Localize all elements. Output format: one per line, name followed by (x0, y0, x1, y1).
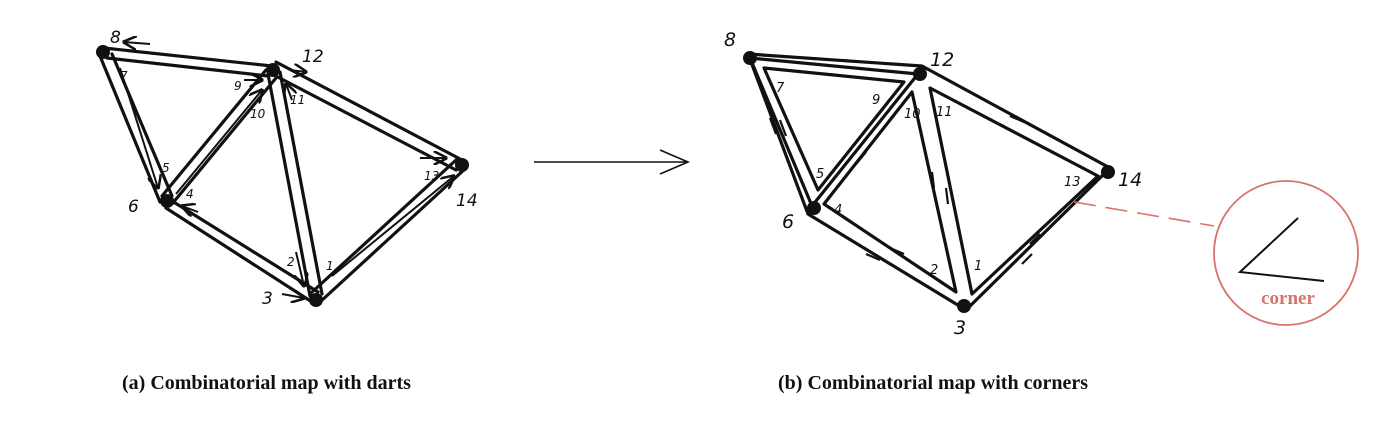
vertex-12 (266, 63, 280, 77)
tick-10-2 (930, 171, 936, 189)
vertex-8 (96, 45, 110, 59)
tick-11-1 (944, 187, 950, 205)
tick-3-14-b (1021, 253, 1033, 265)
tick-8-6-a (768, 117, 778, 135)
vertex-3 (957, 299, 971, 313)
vertex-6 (160, 194, 174, 208)
dart-arrow-7 (119, 67, 158, 188)
vertex-14 (455, 158, 469, 172)
panel-a-dart-labels: 1 2 4 5 7 9 10 11 13 (120, 69, 439, 273)
corner-label-9: 9 (872, 93, 880, 108)
dart-arrow-1 (331, 176, 454, 277)
tick-5-9 (863, 121, 873, 133)
edge-8-6-b (110, 52, 174, 198)
vertex-label-3: 3 (954, 317, 966, 339)
dart-label-4: 4 (186, 187, 194, 201)
edge-6-3-b (164, 206, 314, 304)
corner-label-2: 2 (930, 263, 938, 278)
caption-panel-a: (a) Combinatorial map with darts (122, 372, 411, 394)
vertex-label-6: 6 (128, 197, 139, 217)
vertex-label-3: 3 (262, 289, 273, 309)
tick-4-10 (855, 151, 867, 165)
panel-a-dart-arrows (119, 42, 454, 298)
edge-12-14-b (270, 72, 458, 172)
transition-arrow (534, 149, 691, 175)
edge-6-12-b (170, 76, 278, 206)
callout-circle (1213, 180, 1359, 326)
panel-b-vertices (743, 51, 1115, 313)
dart-arrow-4 (182, 206, 199, 212)
corner-label-1: 1 (974, 259, 982, 274)
edge-8-12-a (102, 46, 274, 68)
edge-6-12-a (160, 68, 268, 198)
vertex-8 (743, 51, 757, 65)
vertex-14 (1101, 165, 1115, 179)
tick-8-12 (841, 58, 863, 64)
vertex-label-12: 12 (930, 49, 954, 71)
panel-a-vertices (96, 45, 469, 307)
tick-6-3-a (865, 252, 881, 262)
panel-b-vertex-labels: 8 12 14 6 3 (724, 29, 1142, 339)
tick-6-3-b (889, 246, 905, 256)
panel-b-corner-labels: 1 2 4 5 7 9 10 11 13 (776, 81, 1081, 278)
dart-label-7: 7 (120, 69, 128, 83)
tick-8-6-b (778, 119, 788, 137)
dart-arrow-8 (124, 42, 151, 44)
dart-label-9: 9 (234, 79, 242, 93)
edge-8-12-b (105, 56, 270, 78)
face-12-14-3-inner (928, 86, 1100, 296)
dart-label-1: 1 (326, 259, 334, 273)
vertex-label-6: 6 (782, 211, 794, 233)
corner-label-5: 5 (816, 167, 824, 182)
vertex-label-14: 14 (1118, 169, 1142, 191)
edge-12-3-b (278, 70, 324, 296)
edge-3-14-a (308, 158, 458, 296)
corner-angle-icon (1237, 217, 1325, 282)
dart-arrow-2 (296, 251, 304, 286)
vertex-6 (807, 201, 821, 215)
dart-label-11: 11 (290, 93, 305, 107)
dart-label-2: 2 (287, 255, 295, 269)
vertex-label-12: 12 (302, 47, 324, 67)
caption-panel-b: (b) Combinatorial map with corners (778, 372, 1088, 394)
dart-label-10: 10 (250, 107, 266, 121)
vertex-label-8: 8 (724, 29, 736, 51)
corner-label-13: 13 (1064, 175, 1081, 190)
tick-11-13-b (1009, 114, 1025, 124)
edge-3-14-b (318, 166, 468, 304)
callout-label: corner (1261, 288, 1315, 309)
face-8-12-6-outer (748, 56, 920, 208)
dart-arrow-11 (286, 84, 292, 101)
callout-leader-line (1073, 201, 1215, 227)
vertex-3 (309, 293, 323, 307)
tick-11-13-a (989, 118, 1005, 128)
outer-hull (746, 52, 1112, 312)
vertex-12 (913, 67, 927, 81)
panel-b-tick-marks (768, 58, 1041, 265)
dart-arrow-3 (281, 294, 304, 298)
corner-label-7: 7 (776, 81, 785, 96)
dart-label-5: 5 (162, 161, 170, 175)
tick-7-9 (825, 72, 847, 78)
dart-arrow-12 (289, 70, 306, 72)
vertex-label-8: 8 (110, 28, 121, 48)
panel-b-faces (746, 52, 1112, 312)
vertex-label-14: 14 (456, 191, 478, 211)
edge-12-3-a (266, 72, 312, 298)
corner-callout: corner (1073, 180, 1359, 326)
corner-label-4: 4 (834, 203, 842, 218)
corner-label-10: 10 (904, 107, 921, 122)
edge-12-14-a (274, 60, 464, 162)
dart-label-13: 13 (424, 169, 439, 183)
edge-8-6-a (98, 54, 162, 204)
corner-label-11: 11 (936, 105, 953, 120)
panel-a-diagram: 8 12 14 6 3 1 2 4 5 7 9 10 11 13 (96, 28, 478, 309)
dart-arrow-5 (175, 90, 262, 195)
panel-a-vertex-labels: 8 12 14 6 3 (110, 28, 478, 309)
tick-3-14-a (1029, 233, 1041, 245)
panel-b-diagram: 8 12 14 6 3 1 2 4 5 7 9 10 11 13 corner (724, 29, 1359, 339)
